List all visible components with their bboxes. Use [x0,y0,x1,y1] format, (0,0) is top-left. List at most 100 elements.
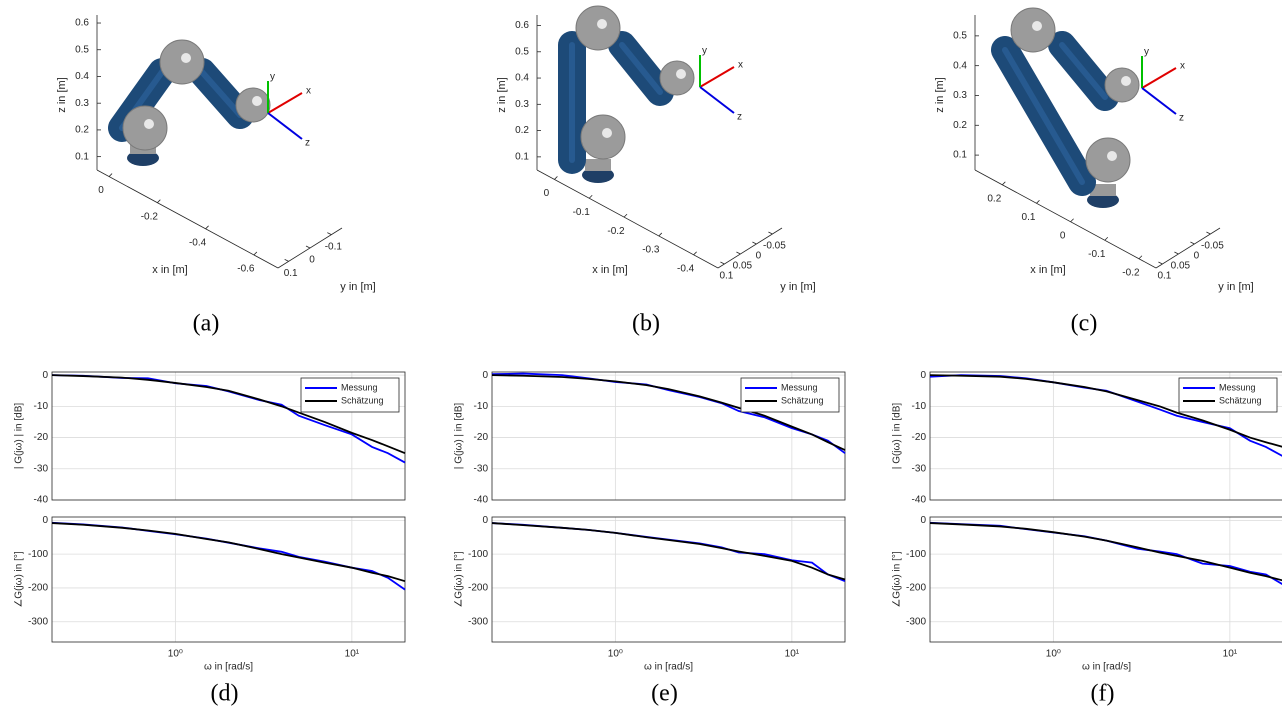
frame-z-label: z [305,138,310,149]
x-tick-label: 10¹ [1223,649,1238,660]
robot-link-shade [1002,47,1085,185]
y-axis-label: ∠G(jω) in [°] [892,551,903,608]
y-tick-label: 0.1 [1157,271,1171,282]
legend-label: Schätzung [1219,395,1262,405]
y-tick-label: -300 [906,616,926,627]
y-tick-label: 0.1 [284,268,298,279]
x-axis [974,169,1157,269]
robot-link-shade [1059,42,1108,100]
robot-joint-highlight [1107,151,1117,161]
frame-y-label: y [1144,47,1149,58]
robot-link-shade [199,69,243,118]
x-axis-label: x in [m] [152,264,187,276]
x-tick [693,251,697,256]
x-tick-label: 0 [1060,230,1066,241]
legend-label: Messung [781,382,818,392]
y-tick [736,251,741,255]
plot-frame [929,371,1282,501]
y-axis-label: ∠G(jω) in [°] [454,551,465,608]
y-tick-label: 0 [309,255,315,266]
z-tick-label: 0.4 [75,71,89,82]
y-tick-label: -20 [912,432,927,443]
caption: (f) [1091,681,1115,707]
y-tick-label: 0 [1194,251,1200,262]
y-tick [305,245,311,249]
frame-y-label: y [270,72,275,83]
x-axis-label: ω in [rad/s] [644,662,693,673]
z-axis-label: z in [m] [56,77,68,112]
y-tick-label: -40 [912,495,927,506]
x-tick [1036,200,1040,204]
robot-joint-highlight [1032,21,1042,31]
y-tick-label: 0 [756,251,762,262]
y-tick [752,241,757,245]
x-tick-label: 0.1 [1022,212,1036,223]
y-tick [284,258,289,262]
y-tick [1174,251,1179,255]
y-axis-label: | G(jω) | in [dB] [892,403,903,470]
series-line [491,522,846,581]
z-tick-label: 0.6 [75,18,89,29]
plot-area [52,517,405,642]
robot-joint [1010,7,1056,53]
y-tick-label: -0.1 [325,241,343,252]
z-tick-label: 0.6 [515,20,529,31]
x-tick [623,213,628,218]
frame-z-label: z [737,112,742,123]
x-axis-label: x in [m] [1030,264,1065,276]
frame-z [267,112,303,140]
caption: (a) [193,311,220,337]
z-tick-label: 0.5 [75,44,89,55]
frame-z [699,86,735,114]
robot-joint-highlight [597,19,607,29]
z-tick-label: 0.3 [75,98,89,109]
y-tick-label: -40 [34,495,49,506]
frame-z [1141,87,1177,115]
x-tick-label: -0.4 [189,237,207,248]
y-tick-label: 0.05 [733,261,753,272]
y-tick-label: -100 [906,549,926,560]
y-tick-label: -0.05 [763,241,786,252]
y-tick-label: -30 [912,463,927,474]
z-tick-label: 0.4 [515,73,529,84]
plot-frame [51,371,406,501]
robot-joint-highlight [252,96,262,106]
robot-joint [659,60,695,96]
y-tick-label: -100 [468,549,488,560]
legend-box [300,377,400,413]
robot-joint-highlight [676,69,686,79]
y-tick-label: -10 [474,401,489,412]
x-axis-label: ω in [rad/s] [204,662,253,673]
z-axis-label: z in [m] [934,77,946,112]
x-tick-label: -0.2 [607,226,625,237]
robot-joint [580,114,626,160]
y-tick-label: -300 [468,616,488,627]
x-tick-label: 10¹ [785,649,800,660]
robot-joint [122,105,168,151]
y-tick-label: 0 [42,370,48,381]
frame-x [267,92,303,114]
y-tick-label: -20 [474,432,489,443]
z-tick-label: 0.1 [75,151,89,162]
legend-label: Schätzung [781,395,824,405]
y-tick-label: -100 [28,549,48,560]
robot-link-shade [619,42,663,95]
robot-joint-highlight [1121,76,1131,86]
y-tick-label: -200 [906,583,926,594]
plot-frame [929,516,1282,643]
y-axis-label: y in [m] [1218,281,1253,293]
plot-frame [51,516,406,643]
legend-box [1178,377,1278,413]
x-tick [157,199,161,203]
robot-joint-highlight [144,119,154,129]
frame-x-label: x [306,86,311,97]
x-tick [1104,236,1109,241]
y-tick [327,232,332,236]
x-tick [1002,181,1006,186]
legend-box [740,377,840,413]
robot-joint [1104,67,1140,103]
y-tick-label: -200 [468,583,488,594]
robot-joint-highlight [181,53,191,63]
y-tick-label: -0.05 [1201,241,1224,252]
